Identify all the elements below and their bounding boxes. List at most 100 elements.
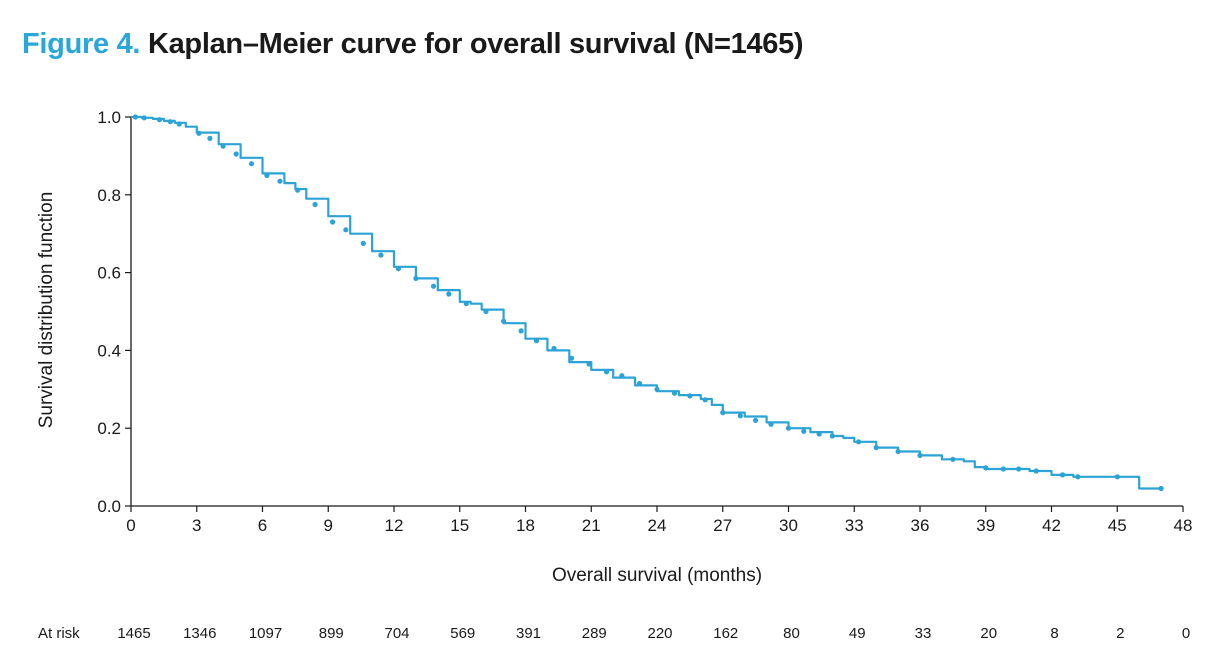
censor-mark [330, 219, 336, 225]
censor-mark [551, 345, 557, 352]
censor-mark [753, 417, 759, 423]
censor-mark [1000, 466, 1006, 472]
censor-mark [671, 390, 678, 396]
y-tick-label: 0.2 [97, 419, 121, 438]
y-tick-label: 0.6 [97, 264, 121, 283]
at-risk-count: 49 [849, 625, 866, 642]
at-risk-count: 704 [384, 625, 409, 642]
x-tick-label: 3 [192, 516, 201, 535]
x-tick-label: 48 [1174, 516, 1193, 535]
censor-marks-layer [132, 114, 1164, 492]
censor-mark [568, 355, 575, 361]
x-tick-label: 21 [582, 516, 601, 535]
censor-mark [501, 318, 507, 324]
y-tick-label: 0.0 [97, 497, 121, 516]
censor-mark [167, 119, 173, 125]
at-risk-count: 391 [516, 625, 541, 642]
censor-mark [816, 431, 822, 437]
x-tick-label: 15 [450, 516, 469, 535]
censor-mark [533, 338, 540, 344]
x-tick-label: 30 [779, 516, 798, 535]
censor-mark [586, 361, 592, 367]
x-axis-label: Overall survival (months) [552, 565, 762, 586]
censor-mark [1158, 485, 1164, 492]
y-tick-label: 1.0 [97, 108, 121, 127]
censor-mark [343, 227, 349, 233]
at-risk-counts: 1465 1346 1097 899 704 569 391 289 220 162 80 49 33 2… [117, 625, 1190, 642]
at-risk-count: 1097 [249, 625, 282, 642]
at-risk-count: 20 [980, 625, 997, 642]
censor-mark [413, 275, 419, 281]
censor-mark [312, 201, 318, 208]
y-axis-label: Survival distribution function [36, 192, 57, 429]
censor-mark [1033, 468, 1039, 474]
censor-mark [295, 187, 301, 193]
censor-mark [360, 240, 366, 246]
censor-mark [856, 439, 862, 445]
x-tick-label: 33 [845, 516, 864, 535]
censor-mark [196, 130, 202, 136]
x-tick-label: 45 [1108, 516, 1127, 535]
at-risk-count: 33 [915, 625, 932, 642]
censor-mark [636, 380, 643, 387]
figure-title: Figure 4. Kaplan–Meier curve for overall… [22, 28, 804, 61]
x-tick-label: 42 [1042, 516, 1061, 535]
x-tick-label: 24 [648, 516, 667, 535]
censor-mark [1075, 474, 1081, 480]
x-tick-label: 36 [911, 516, 930, 535]
censor-mark [873, 445, 879, 451]
x-tick-label: 39 [976, 516, 995, 535]
censor-mark [277, 178, 283, 184]
censor-mark [619, 373, 625, 379]
censor-mark [264, 172, 270, 178]
x-tick-label: 0 [126, 516, 135, 535]
censor-mark [720, 410, 726, 416]
censor-mark [395, 266, 401, 272]
censor-mark [446, 291, 452, 297]
censor-mark [141, 115, 147, 121]
at-risk-count: 899 [319, 625, 344, 642]
x-tick-label: 6 [258, 516, 267, 535]
survival-curve-line [131, 115, 1162, 490]
y-tick-label: 0.4 [97, 341, 121, 360]
censor-mark [463, 301, 469, 307]
censor-mark [132, 114, 138, 120]
y-tick-label: 0.8 [97, 186, 121, 205]
censor-mark [702, 397, 708, 403]
at-risk-count: 2 [1116, 625, 1124, 642]
censor-mark [983, 465, 989, 471]
at-risk-count: 162 [713, 625, 738, 642]
censor-mark [604, 369, 610, 375]
censor-mark [829, 433, 835, 439]
at-risk-label: At risk [38, 625, 80, 642]
censor-mark [220, 143, 226, 149]
at-risk-count: 1346 [183, 625, 216, 642]
x-tick-label: 9 [324, 516, 333, 535]
censor-mark [248, 161, 255, 167]
at-risk-count: 1465 [117, 625, 150, 642]
at-risk-count: 80 [783, 625, 800, 642]
at-risk-count: 0 [1182, 625, 1190, 642]
at-risk-count: 8 [1050, 625, 1058, 642]
censor-mark [895, 448, 901, 455]
censor-mark [156, 117, 163, 123]
x-tick-label: 18 [516, 516, 535, 535]
censor-mark [176, 121, 182, 127]
censor-mark [801, 428, 807, 434]
x-tick-label: 27 [713, 516, 732, 535]
censor-mark [950, 456, 956, 462]
censor-mark [518, 328, 524, 334]
x-tick-label: 12 [385, 516, 404, 535]
censor-mark [1059, 472, 1066, 478]
censor-mark [785, 425, 792, 431]
censor-mark [430, 283, 437, 289]
at-risk-count: 569 [450, 625, 475, 642]
censor-mark [233, 151, 239, 157]
survival-curve-layer [131, 115, 1162, 490]
censor-mark [378, 252, 384, 258]
figure-title-text: Kaplan–Meier curve for overall survival … [147, 28, 804, 60]
censor-mark [1016, 466, 1022, 472]
censor-mark [768, 421, 774, 427]
censor-mark [917, 452, 923, 458]
